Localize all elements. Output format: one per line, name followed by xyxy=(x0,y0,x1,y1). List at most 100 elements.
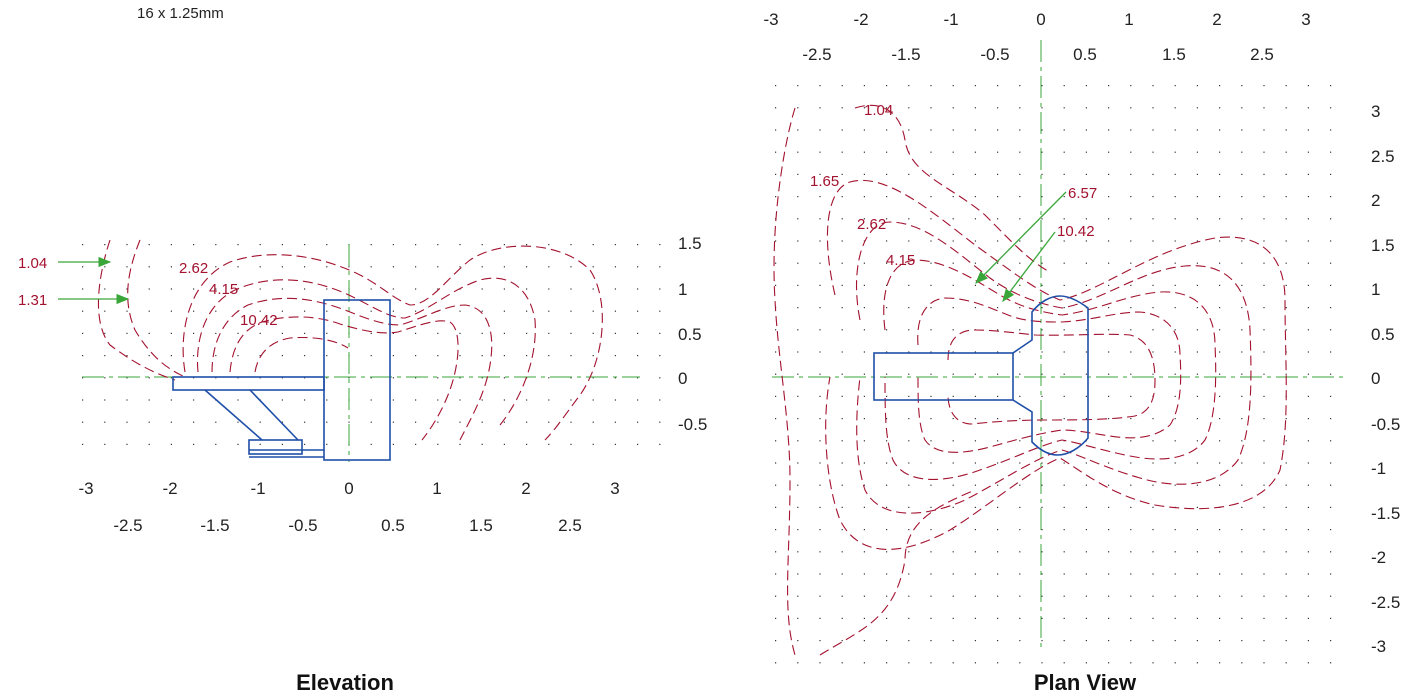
grid-dot xyxy=(1152,262,1154,264)
grid-dot xyxy=(997,418,999,420)
grid-dot xyxy=(908,506,910,508)
grid-dot xyxy=(997,329,999,331)
grid-dot xyxy=(1063,351,1065,353)
grid-dot xyxy=(281,421,283,423)
grid-dot xyxy=(952,440,954,442)
grid-dot xyxy=(1152,307,1154,309)
grid-dot xyxy=(637,310,639,312)
grid-dot xyxy=(863,484,865,486)
grid-dot xyxy=(930,173,932,175)
grid-dot xyxy=(82,288,84,290)
plan-dot-grid xyxy=(775,85,1332,664)
grid-dot xyxy=(1241,107,1243,109)
grid-dot xyxy=(1285,107,1287,109)
grid-dot xyxy=(1285,440,1287,442)
grid-dot xyxy=(392,244,394,246)
grid-dot xyxy=(908,462,910,464)
grid-dot xyxy=(930,351,932,353)
grid-dot xyxy=(1219,307,1221,309)
grid-dot xyxy=(215,421,217,423)
elevation-xtick: -3 xyxy=(78,479,93,498)
plan-contour-outer-left xyxy=(773,107,796,656)
grid-dot xyxy=(237,421,239,423)
grid-dot xyxy=(797,440,799,442)
grid-dot xyxy=(1063,240,1065,242)
grid-dot xyxy=(193,421,195,423)
grid-dot xyxy=(370,310,372,312)
grid-dot xyxy=(775,640,777,642)
grid-dot xyxy=(614,244,616,246)
grid-dot xyxy=(481,355,483,357)
grid-dot xyxy=(237,399,239,401)
grid-dot xyxy=(886,351,888,353)
grid-dot xyxy=(1307,462,1309,464)
grid-dot xyxy=(1330,307,1332,309)
grid-dot xyxy=(570,310,572,312)
grid-dot xyxy=(1241,506,1243,508)
grid-dot xyxy=(415,421,417,423)
grid-dot xyxy=(930,440,932,442)
grid-dot xyxy=(1108,351,1110,353)
grid-dot xyxy=(1130,662,1132,664)
grid-dot xyxy=(148,332,150,334)
plan-xtick: -3 xyxy=(763,10,778,29)
grid-dot xyxy=(1174,351,1176,353)
grid-dot xyxy=(1174,173,1176,175)
grid-dot xyxy=(1019,551,1021,553)
grid-dot xyxy=(974,551,976,553)
grid-dot xyxy=(841,551,843,553)
grid-dot xyxy=(797,662,799,664)
grid-dot xyxy=(1063,284,1065,286)
grid-dot xyxy=(1196,173,1198,175)
grid-dot xyxy=(1263,151,1265,153)
grid-dot xyxy=(886,262,888,264)
grid-dot xyxy=(215,355,217,357)
grid-dot xyxy=(908,418,910,420)
grid-dot xyxy=(1285,240,1287,242)
grid-dot xyxy=(1019,506,1021,508)
elevation-base-block xyxy=(248,439,303,455)
grid-dot xyxy=(437,288,439,290)
grid-dot xyxy=(841,462,843,464)
grid-dot xyxy=(326,421,328,423)
grid-dot xyxy=(1263,506,1265,508)
grid-dot xyxy=(548,355,550,357)
plan-ytick: 2.5 xyxy=(1371,147,1395,166)
grid-dot xyxy=(592,355,594,357)
grid-dot xyxy=(415,355,417,357)
grid-dot xyxy=(1196,484,1198,486)
grid-dot xyxy=(1241,85,1243,87)
grid-dot xyxy=(974,595,976,597)
grid-dot xyxy=(863,573,865,575)
grid-dot xyxy=(908,440,910,442)
grid-dot xyxy=(193,332,195,334)
grid-dot xyxy=(775,151,777,153)
grid-dot xyxy=(775,196,777,198)
grid-dot xyxy=(863,640,865,642)
grid-dot xyxy=(1330,395,1332,397)
grid-dot xyxy=(637,244,639,246)
grid-dot xyxy=(797,107,799,109)
grid-dot xyxy=(614,377,616,379)
grid-dot xyxy=(1285,506,1287,508)
grid-dot xyxy=(170,266,172,268)
grid-dot xyxy=(1330,506,1332,508)
grid-dot xyxy=(415,443,417,445)
grid-dot xyxy=(348,266,350,268)
grid-dot xyxy=(281,244,283,246)
grid-dot xyxy=(952,284,954,286)
grid-dot xyxy=(1085,196,1087,198)
grid-dot xyxy=(886,551,888,553)
grid-dot xyxy=(1130,329,1132,331)
grid-dot xyxy=(1307,418,1309,420)
grid-dot xyxy=(952,307,954,309)
elevation-contours xyxy=(97,239,603,441)
grid-dot xyxy=(1196,351,1198,353)
grid-dot xyxy=(1307,307,1309,309)
grid-dot xyxy=(819,395,821,397)
grid-dot xyxy=(952,662,954,664)
grid-dot xyxy=(974,662,976,664)
grid-dot xyxy=(1196,573,1198,575)
grid-dot xyxy=(481,288,483,290)
grid-dot xyxy=(592,310,594,312)
